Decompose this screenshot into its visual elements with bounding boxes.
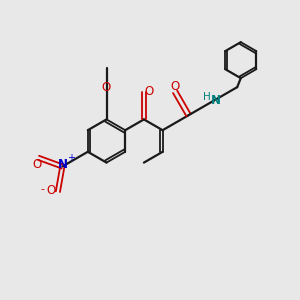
Text: O: O xyxy=(102,81,111,94)
Text: N: N xyxy=(58,158,68,171)
Text: -: - xyxy=(40,184,44,194)
Text: O: O xyxy=(47,184,56,196)
Text: N: N xyxy=(211,94,221,107)
Text: O: O xyxy=(170,80,180,93)
Text: +: + xyxy=(67,153,75,163)
Text: H: H xyxy=(203,92,211,102)
Text: O: O xyxy=(145,85,154,98)
Text: O: O xyxy=(32,158,41,171)
